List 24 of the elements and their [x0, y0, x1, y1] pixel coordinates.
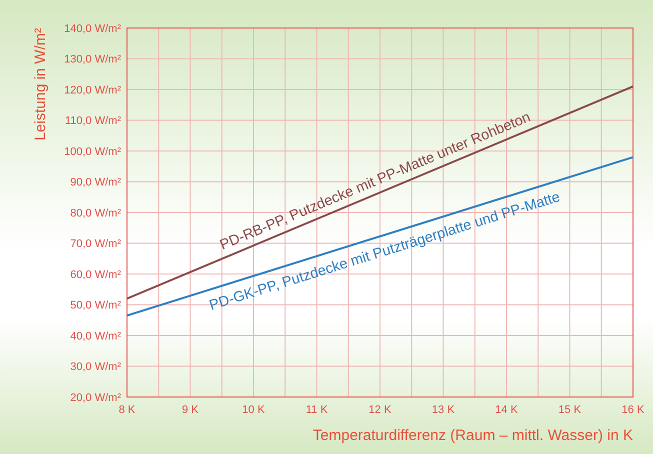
- y-tick-label: 60,0 W/m²: [70, 268, 122, 281]
- y-tick-label: 90,0 W/m²: [70, 176, 122, 189]
- y-tick-label: 70,0 W/m²: [70, 238, 122, 250]
- y-axis-title: Leistung in W/m²: [32, 28, 49, 141]
- y-tick-label: 120,0 W/m²: [64, 84, 122, 96]
- x-tick-label: 14 K: [495, 404, 518, 416]
- x-tick-label: 9 K: [182, 404, 200, 416]
- x-tick-label: 10 K: [242, 404, 266, 416]
- x-tick-label: 11 K: [306, 404, 328, 416]
- y-tick-label: 100,0 W/m²: [64, 146, 122, 158]
- x-tick-label: 12 K: [368, 404, 392, 416]
- y-tick-label: 40,0 W/m²: [70, 330, 122, 342]
- x-tick-label: 15 K: [558, 404, 582, 416]
- y-tick-label: 130,0 W/m²: [64, 54, 122, 66]
- y-tick-label: 50,0 W/m²: [70, 300, 122, 312]
- x-tick-label: 8 K: [118, 404, 136, 416]
- y-tick-label: 20,0 W/m²: [70, 392, 122, 404]
- y-tick-label: 140,0 W/m²: [64, 22, 122, 35]
- y-tick-label: 80,0 W/m²: [70, 207, 122, 220]
- x-axis-title: Temperaturdifferenz (Raum – mittl. Wasser) in K: [312, 427, 633, 444]
- x-tick-label: 13 K: [432, 404, 456, 416]
- x-tick-label: 16 K: [622, 404, 645, 416]
- y-tick-label: 30,0 W/m²: [70, 361, 122, 374]
- y-tick-label: 110,0 W/m²: [64, 115, 122, 128]
